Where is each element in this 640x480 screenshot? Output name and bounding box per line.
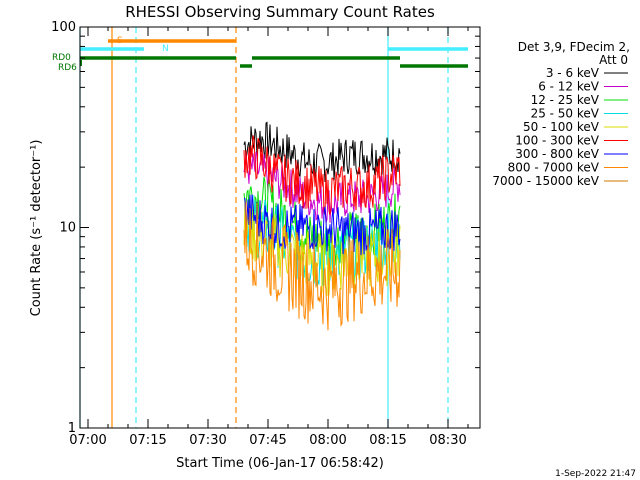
plot-frame (79, 26, 481, 429)
x-axis-label: Start Time (06-Jan-17 06:58:42) (176, 456, 384, 471)
y-tick-label-0: 1 (68, 421, 76, 436)
legend-entry-6: 300 - 800 keV (515, 147, 599, 161)
chart-title: RHESSI Observing Summary Count Rates (125, 3, 435, 21)
legend-entry-8: 7000 - 15000 keV (492, 174, 599, 188)
y-tick-label-1: 10 (59, 221, 76, 236)
series-line-5 (243, 135, 401, 216)
legend-title-line-1: Det 3,9, FDecim 2, (518, 40, 630, 54)
x-tick-label-6: 08:30 (429, 433, 466, 448)
x-tick-label-2: 07:30 (189, 433, 226, 448)
axes: 07:00 07:15 07:30 07:45 08:00 08:15 08:30 1 10 10… (51, 20, 481, 448)
series-line-0 (243, 121, 401, 183)
x-tick-label-1: 07:15 (129, 433, 166, 448)
y-tick-label-2: 100 (51, 20, 76, 35)
legend-entry-0: 3 - 6 keV (546, 66, 600, 80)
x-tick-label-3: 07:45 (249, 433, 286, 448)
legend-entry-2: 12 - 25 keV (531, 93, 600, 107)
x-tick-label-4: 08:00 (309, 433, 346, 448)
series-line-7 (243, 201, 401, 331)
x-tick-label-0: 07:00 (69, 433, 106, 448)
flag-label-S: S (117, 36, 123, 46)
flag-label-RD0: RD0 (52, 53, 71, 63)
legend-entry-7: 800 - 7000 keV (508, 161, 600, 175)
legend-entry-4: 50 - 100 keV (523, 120, 600, 134)
legend-entry-3: 25 - 50 keV (531, 107, 600, 121)
flag-label-RD6: RD6 (58, 63, 77, 73)
series-line-6 (243, 194, 401, 256)
legend-entry-1: 6 - 12 keV (538, 80, 600, 94)
flag-label-N: N (162, 44, 169, 54)
y-axis-label: Count Rate (s⁻¹ detector⁻¹) (29, 140, 44, 317)
x-tick-label-5: 08:15 (369, 433, 406, 448)
series-line-1 (243, 151, 401, 223)
legend-title-line-2: Att 0 (599, 53, 628, 67)
legend-entry-5: 100 - 300 keV (515, 134, 599, 148)
footer-date: 1-Sep-2022 21:47 (555, 469, 636, 479)
